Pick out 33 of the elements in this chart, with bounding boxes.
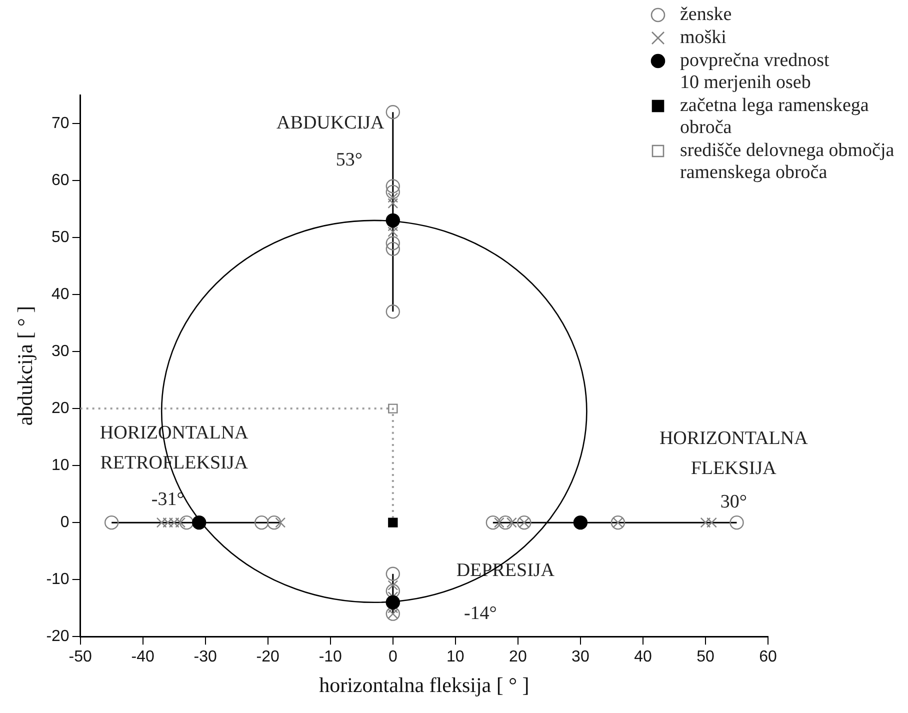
y-tick-label: 50	[52, 228, 70, 246]
x-tick-label: 20	[509, 648, 527, 666]
y-tick-label: 60	[52, 172, 70, 189]
legend-label: središče delovnega območja ramenskega obroča	[680, 140, 894, 184]
y-tick-label: -10	[46, 570, 70, 588]
y-axis-title: abdukcija [ ° ]	[13, 306, 38, 426]
annotation: ABDUKCIJA	[276, 112, 384, 134]
x-tick-label: 10	[446, 648, 464, 666]
legend-label: ženske	[680, 4, 732, 26]
y-tick-label: 20	[52, 400, 70, 417]
y-tick-label: -20	[46, 628, 70, 646]
x-tick-label: -20	[256, 648, 280, 666]
y-tick-label: 40	[52, 286, 70, 303]
x-tick-label: 60	[759, 648, 777, 666]
y-tick-label: 0	[60, 514, 70, 531]
annotation: -14°	[464, 602, 497, 624]
annotation: HORIZONTALNA FLEKSIJA	[659, 428, 808, 480]
y-tick-label: 10	[52, 456, 70, 474]
x-tick-label: -40	[131, 648, 155, 666]
x-tick-label: 50	[696, 648, 714, 666]
annotation: 53°	[336, 150, 362, 171]
y-tick-label: 30	[52, 342, 70, 360]
y-tick-label: 70	[52, 114, 70, 132]
legend-label: moški	[680, 27, 726, 49]
annotation: 30°	[720, 492, 747, 513]
x-tick-label: -50	[68, 648, 92, 666]
x-tick-label: -10	[318, 648, 342, 666]
x-tick-label: -30	[194, 648, 218, 666]
x-tick-label: 30	[572, 648, 590, 666]
x-tick-label: 0	[388, 648, 398, 666]
x-axis-title: horizontalna fleksija [ ° ]	[319, 672, 530, 697]
x-tick-label: 40	[634, 648, 652, 666]
annotation: -31°	[151, 488, 184, 510]
